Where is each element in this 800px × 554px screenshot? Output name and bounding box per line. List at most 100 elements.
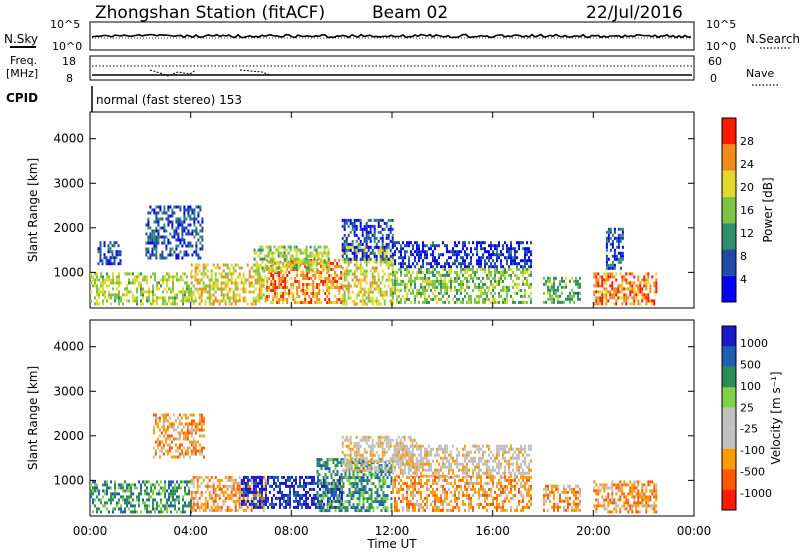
range-gate-cell [174, 293, 176, 297]
range-gate-cell [282, 277, 285, 280]
range-gate-cell [307, 269, 310, 273]
range-gate-cell [248, 290, 251, 294]
range-gate-cell [187, 208, 190, 212]
range-gate-cell [272, 277, 275, 280]
range-gate-cell [163, 235, 166, 239]
range-gate-cell [440, 465, 442, 469]
range-gate-cell [492, 288, 494, 292]
range-gate-cell [611, 245, 614, 249]
range-gate-cell [349, 450, 352, 454]
range-gate-cell [238, 296, 241, 300]
range-gate-cell [267, 478, 269, 482]
range-gate-cell [516, 265, 518, 269]
range-gate-cell [369, 236, 372, 240]
range-gate-cell [136, 495, 138, 499]
range-gate-cell [468, 262, 470, 266]
range-gate-cell [174, 486, 176, 490]
range-gate-cell [254, 299, 257, 303]
range-gate-cell [354, 485, 357, 489]
range-gate-cell [158, 416, 161, 420]
range-gate-cell [391, 260, 394, 264]
range-gate-cell [561, 300, 563, 304]
range-gate-cell [635, 293, 638, 297]
range-gate-cell [432, 265, 434, 269]
range-gate-cell [122, 293, 124, 297]
range-gate-cell [289, 505, 291, 509]
range-gate-cell [199, 241, 202, 245]
range-gate-cell [280, 277, 283, 280]
range-gate-cell [194, 422, 197, 426]
range-gate-cell [462, 297, 464, 301]
range-gate-cell [340, 301, 343, 304]
range-gate-cell [376, 473, 379, 477]
range-gate-cell [140, 299, 142, 303]
range-gate-cell [186, 425, 189, 429]
range-gate-cell [309, 481, 311, 485]
range-gate-cell [228, 287, 231, 291]
range-gate-cell [649, 299, 652, 303]
range-gate-cell [312, 262, 315, 265]
range-gate-cell [358, 503, 361, 507]
range-gate-cell [136, 302, 138, 306]
range-gate-cell [424, 291, 426, 295]
range-gate-cell [251, 475, 253, 479]
range-gate-cell [341, 257, 344, 261]
range-gate-cell [360, 488, 363, 492]
range-gate-cell [460, 291, 462, 295]
range-gate-cell [108, 290, 110, 294]
range-gate-cell [160, 431, 163, 435]
range-gate-cell [360, 491, 363, 495]
range-gate-cell [285, 481, 287, 485]
range-gate-cell [289, 248, 292, 252]
range-gate-cell [285, 269, 288, 273]
range-gate-cell [341, 444, 344, 448]
range-gate-cell [200, 449, 203, 453]
range-gate-cell [279, 502, 281, 506]
range-gate-cell [629, 302, 632, 306]
range-gate-cell [362, 467, 365, 471]
range-gate-cell [353, 230, 356, 234]
range-gate-cell [373, 260, 376, 264]
range-gate-cell [321, 251, 324, 255]
range-gate-cell [478, 265, 480, 269]
range-gate-cell [333, 493, 335, 497]
range-gate-cell [357, 245, 360, 249]
range-gate-cell [260, 278, 263, 282]
range-gate-cell [172, 486, 174, 490]
range-gate-cell [436, 471, 438, 475]
range-gate-cell [498, 300, 500, 304]
range-gate-cell [526, 253, 528, 257]
range-gate-cell [291, 254, 294, 258]
range-gate-cell [179, 238, 182, 242]
freq-label-line1: Freq. [10, 54, 37, 67]
range-gate-cell [293, 505, 295, 509]
range-gate-cell [220, 275, 223, 279]
range-gate-cell [370, 506, 373, 510]
range-gate-cell [160, 510, 162, 514]
range-gate-cell [416, 291, 418, 295]
range-gate-cell [407, 450, 410, 454]
range-gate-cell [480, 267, 482, 271]
range-gate-cell [132, 293, 134, 297]
range-gate-cell [357, 453, 360, 457]
range-gate-cell [224, 490, 227, 494]
range-gate-cell [106, 480, 108, 484]
range-gate-cell [274, 262, 277, 265]
range-gate-cell [187, 223, 190, 227]
range-gate-cell [319, 487, 321, 491]
range-gate-cell [176, 495, 178, 499]
range-gate-cell [169, 241, 172, 245]
range-gate-cell [383, 272, 386, 276]
range-gate-cell [150, 290, 152, 294]
range-gate-cell [408, 276, 410, 280]
range-gate-cell [309, 245, 312, 249]
range-gate-cell [432, 471, 434, 475]
range-gate-cell [271, 505, 273, 509]
range-gate-cell [290, 292, 293, 295]
range-gate-cell [304, 265, 307, 268]
range-gate-cell [510, 294, 512, 298]
range-gate-cell [344, 473, 347, 477]
range-gate-cell [317, 481, 319, 485]
range-gate-cell [111, 262, 114, 266]
range-gate-cell [351, 239, 354, 243]
